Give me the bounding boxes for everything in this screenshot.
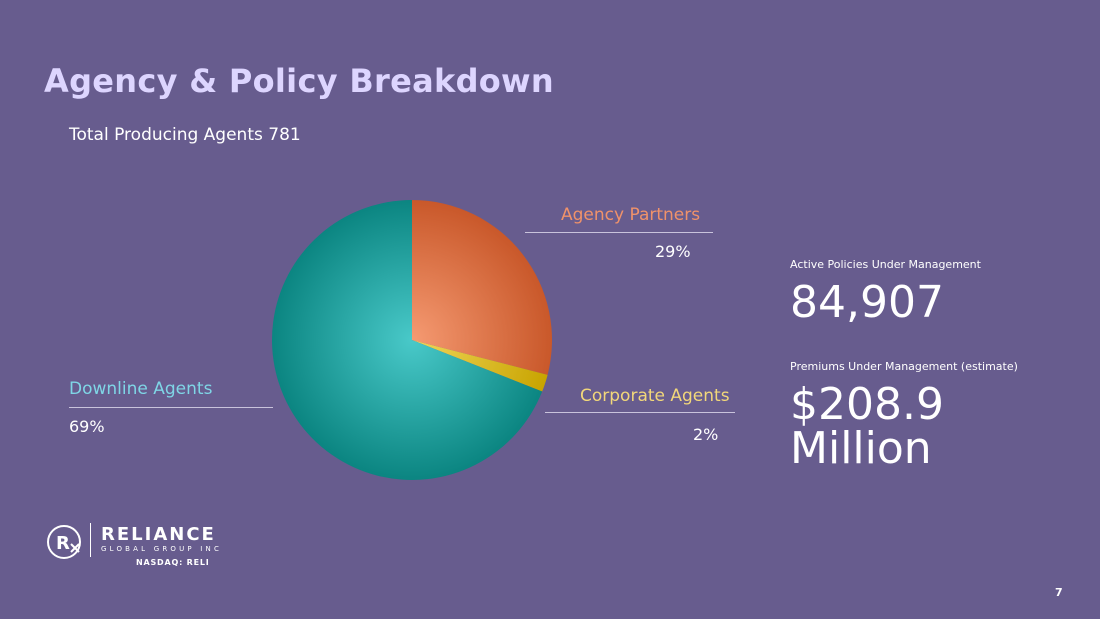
corporate-agents-percent: 2% — [693, 425, 719, 444]
agency-partners-label: Agency Partners — [561, 205, 701, 225]
corporate-agents-slice — [412, 340, 548, 392]
downline-agents-percent: 69% — [69, 417, 105, 436]
corporate-agents-leader-line — [545, 412, 735, 413]
premiums-value-line1: $208.9 — [790, 379, 944, 430]
total-agents-subtitle: Total Producing Agents 781 — [69, 125, 301, 145]
corporate-agents-label: Corporate Agents — [580, 386, 730, 406]
agency-partners-leader-line — [525, 232, 713, 233]
logo-divider — [90, 523, 91, 557]
downline-agents-slice — [271, 200, 543, 481]
logo-ticker: NASDAQ: RELI — [136, 558, 210, 567]
logo-subtitle: GLOBAL GROUP INC — [101, 545, 223, 553]
downline-agents-label: Downline Agents — [69, 379, 213, 399]
downline-agents-leader-line — [69, 407, 273, 408]
logo-emblem-icon: R — [47, 525, 81, 559]
agency-partners-slice — [412, 200, 552, 375]
page-number: 7 — [1055, 586, 1063, 599]
active-policies-value: 84,907 — [790, 277, 944, 328]
active-policies-label: Active Policies Under Management — [790, 258, 981, 271]
page-title: Agency & Policy Breakdown — [44, 62, 554, 100]
logo-name: RELIANCE — [101, 524, 216, 545]
company-logo: R RELIANCE GLOBAL GROUP INC NASDAQ: RELI — [44, 521, 224, 569]
premiums-value-line2: Million — [790, 423, 932, 474]
agency-partners-percent: 29% — [655, 242, 691, 261]
svg-text:R: R — [56, 533, 70, 554]
premiums-label: Premiums Under Management (estimate) — [790, 360, 1018, 373]
